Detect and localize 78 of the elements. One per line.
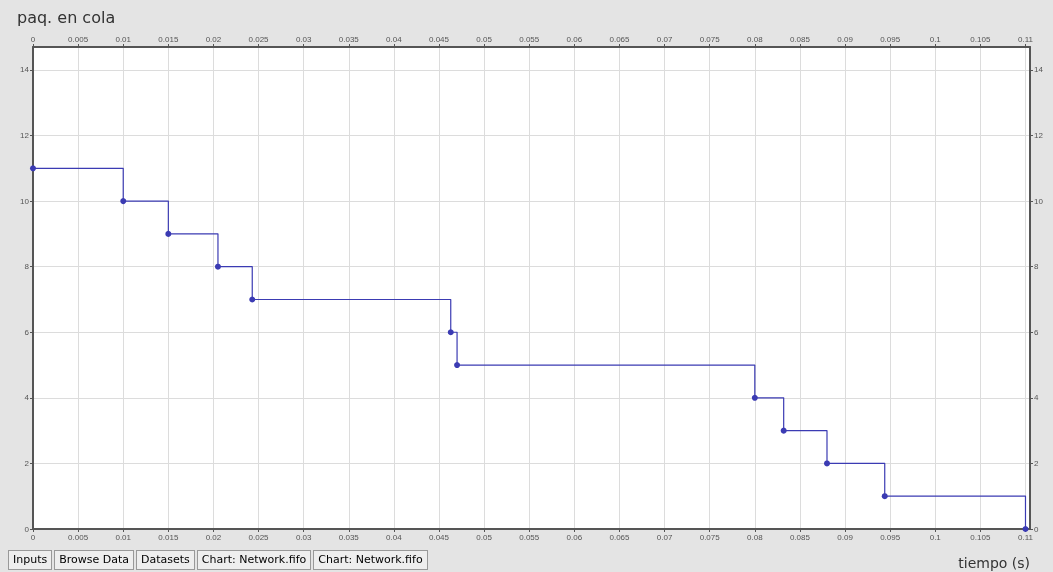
x-tick-label: 0.1 <box>929 532 942 542</box>
x-tick-label: 0.09 <box>837 532 854 542</box>
point <box>165 230 172 237</box>
x-tick-label: 0.085 <box>789 532 811 542</box>
x-tick-label: 0.005 <box>68 532 89 542</box>
x-tick-label: 0.07 <box>656 532 673 542</box>
x-tick-label: 0.045 <box>429 532 450 542</box>
point <box>120 198 127 205</box>
x2-tick-label: 0.045 <box>429 34 450 44</box>
text: Chart: Network.fifo <box>196 550 312 570</box>
x-tick-label: 0.08 <box>747 532 764 542</box>
point <box>447 329 454 336</box>
x-tick-label: 0.075 <box>699 532 721 542</box>
x2-tick-label: 0.08 <box>747 34 764 44</box>
x-tick-label: 0.04 <box>386 532 403 542</box>
x2-tick-label: 0.04 <box>386 34 403 44</box>
y2-tick-label: 8 <box>1034 262 1039 272</box>
text: Chart: Network.fifo <box>313 550 428 570</box>
y-tick-label: 4 <box>24 393 30 403</box>
point <box>751 394 758 401</box>
x-tick-label: 0.015 <box>158 532 179 542</box>
text: Browse Data <box>54 550 135 570</box>
y2-tick-label: 0 <box>1034 524 1039 534</box>
y-tick-label: 12 <box>20 131 30 141</box>
x-tick-label: 0.01 <box>115 532 132 542</box>
x-tick-label: 0.02 <box>205 532 222 542</box>
x2-tick-label: 0.03 <box>295 34 313 44</box>
text: Inputs <box>8 550 53 570</box>
x-tick-label: 0.025 <box>248 532 270 542</box>
point <box>30 165 36 172</box>
y-tick-label: 10 <box>20 196 30 206</box>
point <box>454 362 461 369</box>
y2-tick-label: 2 <box>1034 458 1039 468</box>
x2-tick-label: 0.035 <box>338 34 360 44</box>
x2-tick-label: 0.065 <box>609 34 631 44</box>
x2-tick-label: 0.09 <box>837 34 854 44</box>
x-tick-label: 0.065 <box>609 532 631 542</box>
point <box>881 493 888 500</box>
y-tick-label: 14 <box>20 65 30 75</box>
x2-tick-label: 0.105 <box>970 34 991 44</box>
x-tick-label: 0.035 <box>338 532 360 542</box>
y-tick-label: 8 <box>24 262 30 272</box>
x2-tick-label: 0.025 <box>248 34 270 44</box>
x2-tick-label: 0.02 <box>205 34 222 44</box>
x2-tick-label: 0.11 <box>1018 34 1034 44</box>
point <box>214 263 221 270</box>
y-tick-label: 2 <box>24 458 30 468</box>
y2-tick-label: 10 <box>1034 196 1044 206</box>
point <box>249 296 256 303</box>
x2-tick-label: 0.005 <box>68 34 89 44</box>
x-tick-label: 0.05 <box>476 532 493 542</box>
chart-title: paq. en cola <box>17 7 116 27</box>
x-axis-title: tiempo (s) <box>958 555 1030 571</box>
point <box>824 460 830 467</box>
x2-tick-label: 0.055 <box>519 34 540 44</box>
x2-tick-label: 0.06 <box>566 34 583 44</box>
x2-tick-label: 0.085 <box>789 34 811 44</box>
y2-tick-label: 12 <box>1034 131 1044 141</box>
x2-tick-label: 0.095 <box>880 34 901 44</box>
x-tick-label: 0.095 <box>880 532 901 542</box>
x2-tick-label: 0.015 <box>158 34 179 44</box>
text: Datasets <box>136 550 195 570</box>
x-tick-label: 0.06 <box>566 532 583 542</box>
y-tick-label: 0 <box>24 524 30 534</box>
x-tick-label: 0.03 <box>295 532 313 542</box>
x2-tick-label: 0.05 <box>476 34 493 44</box>
x-tick-label: 0.055 <box>519 532 540 542</box>
y-tick-label: 6 <box>24 327 30 337</box>
x-tick-label: 0.105 <box>970 532 991 542</box>
x2-tick-label: 0.07 <box>656 34 673 44</box>
y2-tick-label: 4 <box>1034 393 1039 403</box>
x2-tick-label: 0.01 <box>115 34 132 44</box>
y2-tick-label: 14 <box>1034 65 1044 75</box>
y2-tick-label: 6 <box>1034 327 1039 337</box>
x2-tick-label: 0.1 <box>929 34 942 44</box>
point <box>780 427 787 434</box>
x2-tick-label: 0.075 <box>699 34 721 44</box>
x-tick-label: 0.11 <box>1018 532 1034 542</box>
